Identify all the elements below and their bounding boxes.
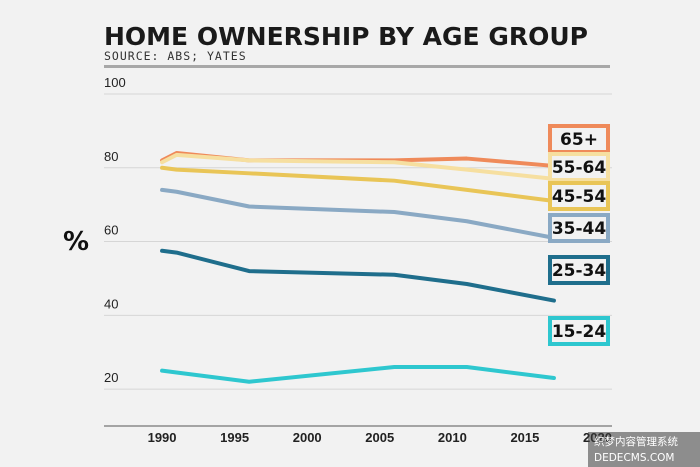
watermark: 织梦内容管理系统 DEDECMS.COM — [588, 432, 700, 467]
chart-title: HOME OWNERSHIP BY AGE GROUP — [104, 22, 588, 51]
y-tick-label: 20 — [104, 370, 118, 385]
series-lines — [160, 151, 556, 384]
y-axis-label: % — [63, 227, 89, 257]
y-tick-label: 80 — [104, 149, 118, 164]
legend-label-55-64: 55-64 — [552, 158, 607, 178]
series-line-15-24 — [160, 364, 556, 384]
legend-label-35-44: 35-44 — [552, 219, 607, 239]
series-line-25-34 — [160, 248, 556, 303]
legend-label-65+: 65+ — [560, 130, 598, 150]
x-tick-label: 2015 — [510, 430, 539, 445]
x-tick-label: 2005 — [365, 430, 394, 445]
x-tick-label: 2000 — [293, 430, 322, 445]
series-line-55-64 — [160, 152, 556, 181]
watermark-background — [588, 432, 700, 467]
legend-box-45-54 — [548, 181, 610, 211]
legend-box-15-24 — [548, 316, 610, 346]
watermark-line1: 织梦内容管理系统 — [594, 435, 678, 448]
gridlines — [104, 93, 612, 427]
title-rule — [104, 65, 610, 68]
legend-box-25-34 — [548, 255, 610, 285]
y-tick-label: 100 — [104, 75, 126, 90]
x-tick-labels: 1990199520002005201020152020 — [148, 430, 612, 445]
legend-box-35-44 — [548, 213, 610, 243]
y-tick-label: 60 — [104, 223, 118, 238]
series-line-35-44 — [160, 187, 556, 240]
x-tick-label: 2010 — [438, 430, 467, 445]
legend-label-45-54: 45-54 — [552, 187, 607, 207]
chart-subtitle: SOURCE: ABS; YATES — [104, 49, 247, 63]
x-tick-label: 1990 — [148, 430, 177, 445]
legend-label-15-24: 15-24 — [552, 322, 607, 342]
watermark-line2: DEDECMS.COM — [594, 452, 675, 464]
legend-box-55-64 — [548, 152, 610, 182]
series-line-45-54 — [160, 165, 556, 203]
x-tick-label: 1995 — [220, 430, 249, 445]
y-tick-label: 40 — [104, 296, 118, 311]
legend-label-25-34: 25-34 — [552, 261, 607, 281]
legend: 65+ 55-64 45-54 35-44 25-34 15-24 — [548, 124, 610, 346]
y-tick-labels: 20 40 60 80 100 — [104, 75, 126, 385]
